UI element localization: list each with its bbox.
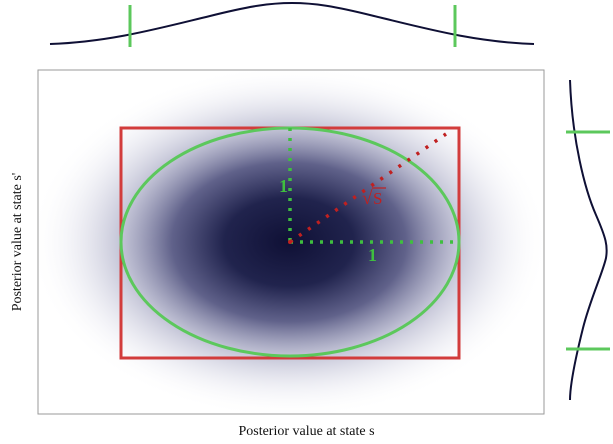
- horizontal-unit-label: 1: [368, 245, 377, 265]
- sqrt-s-label: √ S: [362, 187, 386, 209]
- top-marginal-curve: [49, 1, 535, 45]
- y-axis-label: Posterior value at state s': [10, 172, 25, 312]
- sqrt-s-text: S: [373, 189, 382, 208]
- right-marginal-curve: [569, 79, 608, 401]
- vertical-unit-label: 1: [279, 176, 288, 196]
- center-point: [288, 240, 292, 244]
- right-marginal: [566, 79, 610, 401]
- sqrt-symbol: √: [362, 188, 373, 209]
- x-axis-label: Posterior value at state s: [238, 424, 375, 439]
- top-marginal: [49, 1, 535, 47]
